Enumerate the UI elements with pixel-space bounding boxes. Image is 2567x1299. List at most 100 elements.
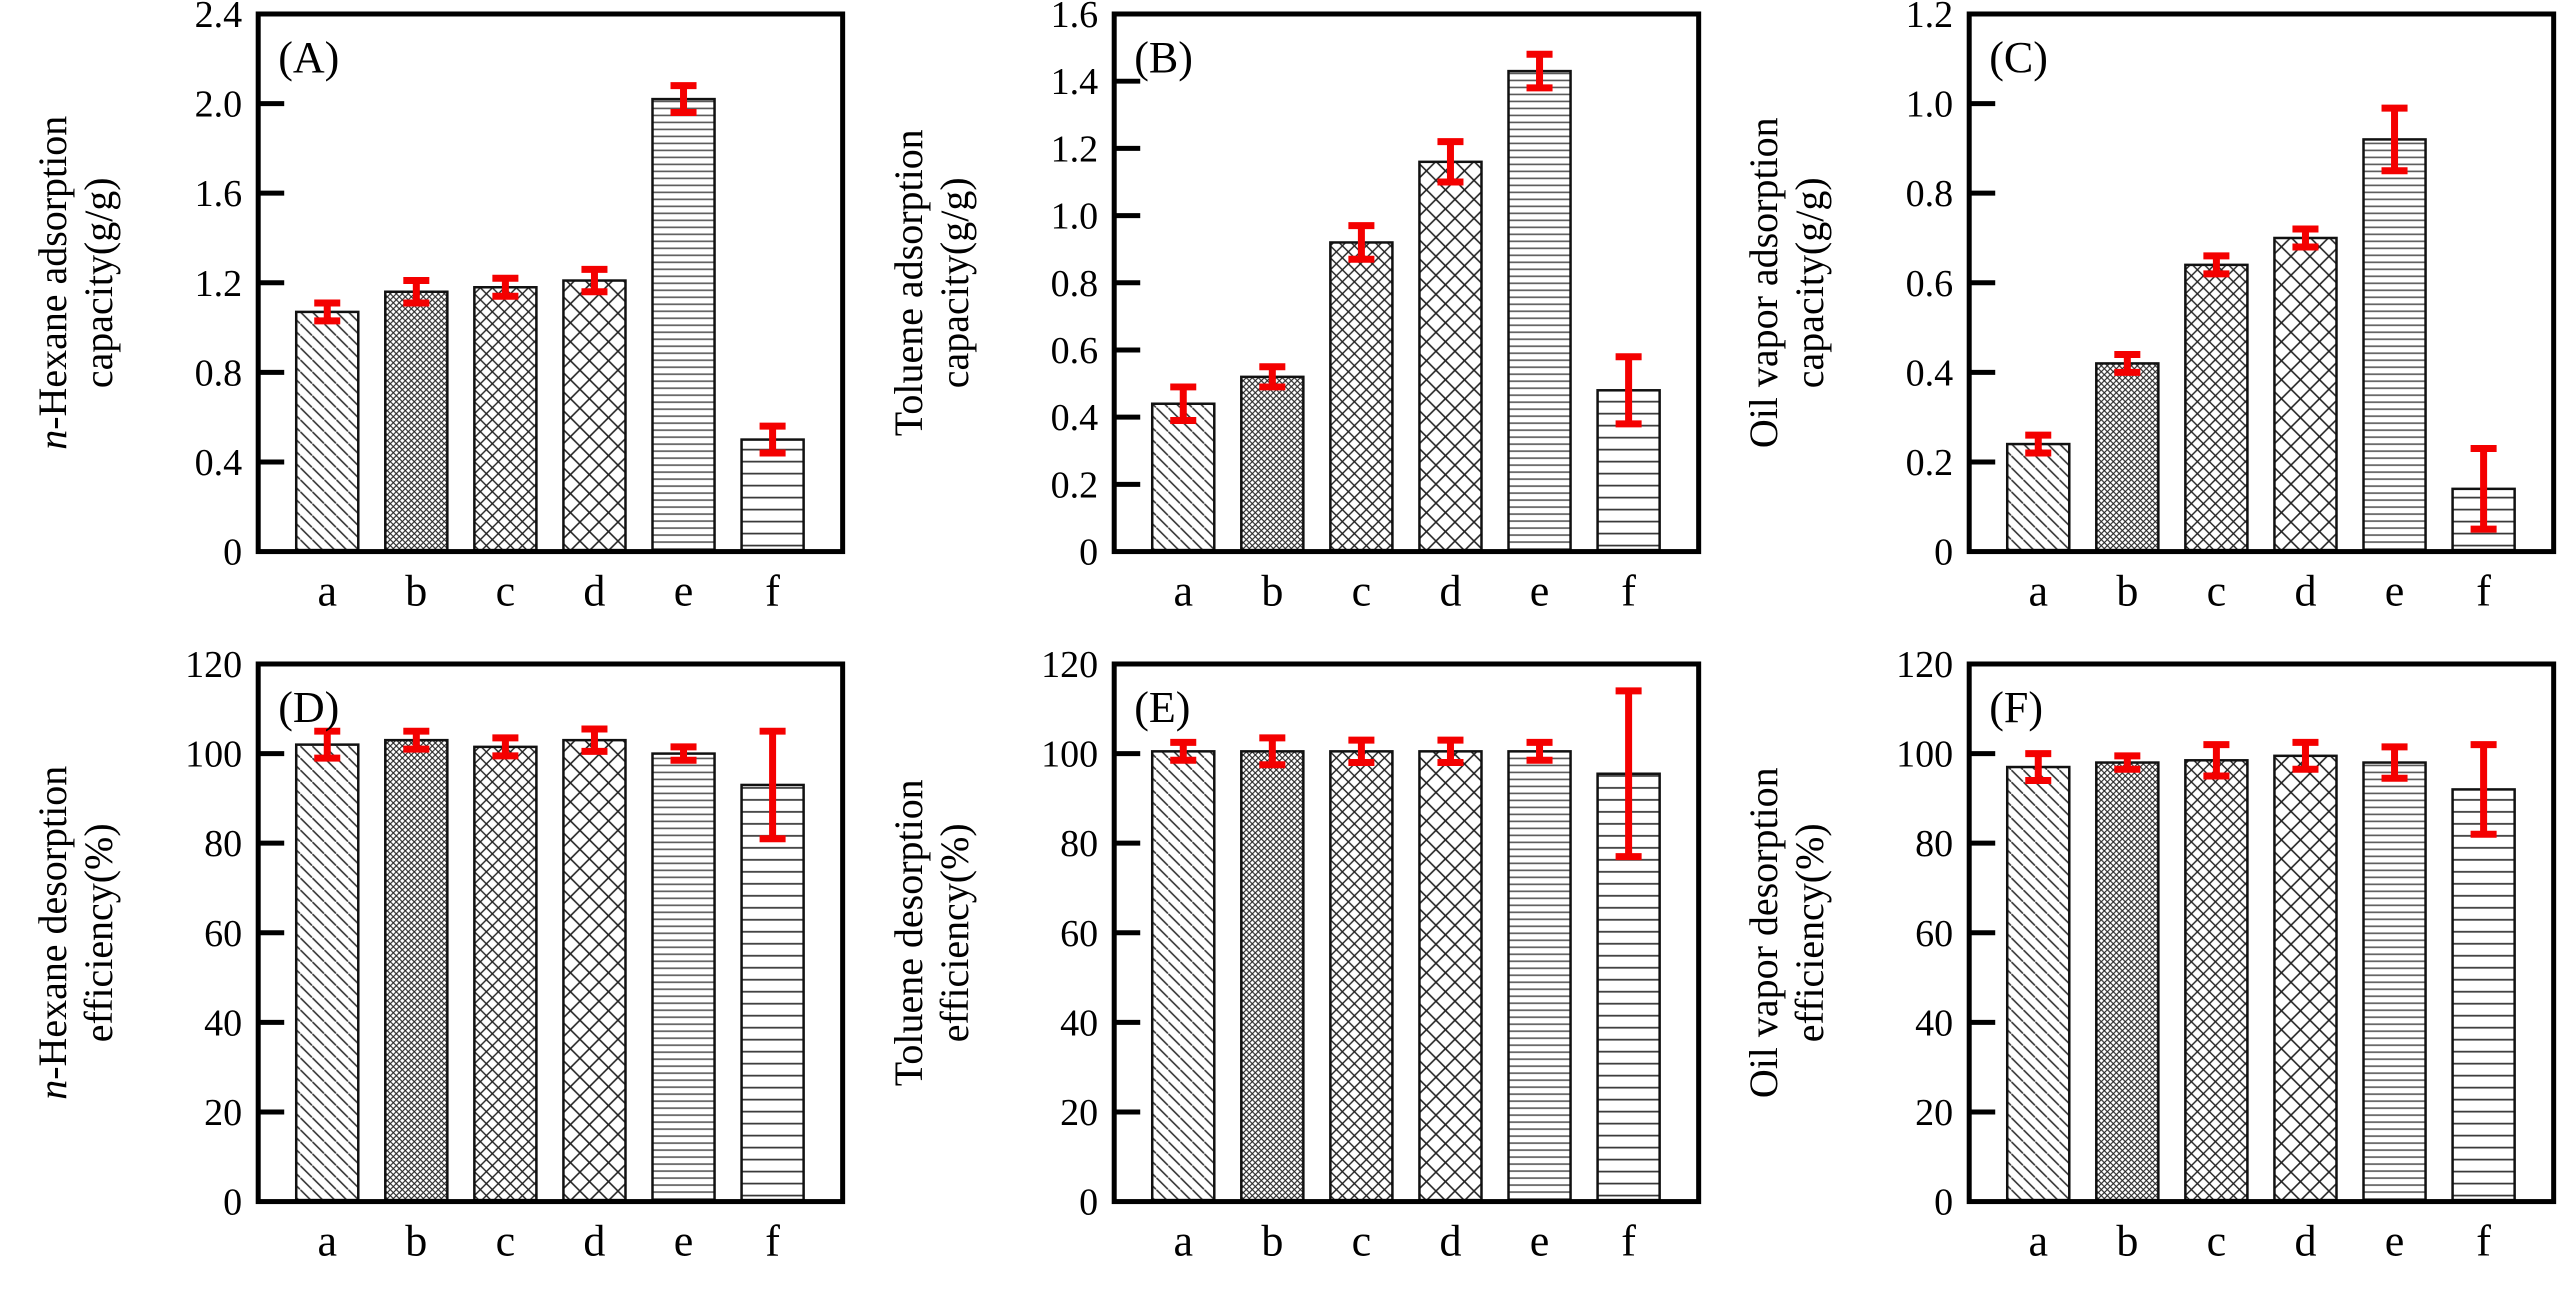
y-tick-label-100: 100 (1041, 733, 1098, 775)
bar-b (1239, 749, 1305, 1201)
bar-a (2006, 765, 2071, 1201)
y-tick-label-2.4: 2.4 (195, 0, 243, 36)
x-tick-label-e: e (1529, 567, 1549, 616)
y-tick-label-80: 80 (1060, 823, 1098, 865)
bar-c (2184, 758, 2250, 1201)
x-tick-label-f: f (1621, 1216, 1636, 1265)
x-tick-label-d: d (1439, 567, 1461, 616)
x-tick-label-d: d (2295, 1216, 2317, 1265)
error-bar-f (759, 727, 786, 842)
panel-label: (C) (1990, 33, 2049, 82)
x-tick-label-d: d (583, 1216, 605, 1265)
panel-A-chart: 00.40.81.21.62.02.4n-Hexane adsorption ca… (30, 0, 846, 616)
y-tick-label-60: 60 (204, 912, 242, 954)
bar-d (562, 738, 627, 1201)
x-tick-label-b: b (2117, 1216, 2139, 1265)
y-tick-label-1.2: 1.2 (1906, 0, 1954, 36)
x-tick-label-b: b (405, 567, 427, 616)
error-bar-f (1615, 686, 1642, 860)
plot-border (1967, 660, 2557, 1204)
y-axis-title-line-2: capacity(g/g) (76, 177, 121, 388)
y-tick-label-0.8: 0.8 (1906, 173, 1954, 215)
x-tick-label-e: e (2385, 567, 2405, 616)
y-tick-label-1: 1.0 (1050, 196, 1098, 238)
y-tick-label-0.2: 0.2 (1050, 464, 1098, 506)
bar-b (2095, 760, 2160, 1201)
x-tick-label-f: f (1621, 567, 1636, 616)
y-tick-label-0: 0 (1935, 532, 1954, 574)
x-tick-label-e: e (2385, 1216, 2405, 1265)
bar-e (1506, 69, 1572, 552)
x-tick-label-f: f (2477, 567, 2492, 616)
bar-a (2006, 442, 2071, 552)
y-tick-label-1.6: 1.6 (1050, 0, 1098, 36)
error-bar-e (1526, 738, 1553, 764)
error-bar-e (670, 82, 697, 117)
y-tick-label-100: 100 (1896, 733, 1953, 775)
x-tick-label-f: f (2477, 1216, 2492, 1265)
bar-b (2095, 362, 2160, 552)
y-axis-title-line-2: efficiency(%) (76, 823, 121, 1042)
y-axis-title-line-1: Toluene adsorption (886, 129, 931, 436)
panel-F-chart: 0 20 40 60 80 100 120 Oil vapor desorption effic… (1741, 650, 2557, 1265)
y-tick-label-100: 100 (185, 733, 242, 775)
bar-e (1506, 749, 1572, 1201)
error-bar-b (2114, 350, 2141, 376)
x-tick-label-b: b (405, 1216, 427, 1265)
bar-e (651, 97, 716, 552)
x-tick-label-b: b (1261, 1216, 1283, 1265)
x-tick-label-c: c (496, 1216, 516, 1265)
error-bar-c (2203, 252, 2230, 278)
y-tick-label-40: 40 (1060, 1002, 1098, 1044)
x-tick-label-e: e (674, 567, 694, 616)
error-bar-c (1348, 222, 1375, 263)
x-tick-label-f: f (765, 567, 780, 616)
plot-border (1111, 11, 1701, 555)
y-tick-label-40: 40 (1915, 1002, 1953, 1044)
panel-label: (E) (1134, 682, 1190, 731)
bar-a (1150, 749, 1216, 1201)
bar-e (2362, 760, 2428, 1201)
panel-label: (A) (278, 33, 339, 82)
bar-d (1417, 749, 1483, 1201)
y-tick-label-1.6: 1.6 (195, 173, 243, 215)
y-tick-label-60: 60 (1915, 912, 1953, 954)
bar-e (651, 751, 716, 1201)
panel-label: (D) (278, 682, 339, 731)
error-bar-d (581, 724, 608, 755)
y-tick-label-1.2: 1.2 (195, 263, 243, 305)
x-tick-label-a: a (2029, 567, 2049, 616)
plot-border (255, 11, 846, 555)
error-bar-a (314, 727, 341, 762)
error-bar-c (492, 733, 519, 759)
y-axis-title-line-1: Toluene desorption (886, 779, 931, 1086)
x-tick-label-a: a (2029, 1216, 2049, 1265)
y-tick-label-0.4: 0.4 (195, 442, 243, 484)
y-tick-label-0: 0 (223, 1181, 242, 1223)
error-bar-b (403, 277, 430, 307)
x-tick-label-a: a (1173, 567, 1193, 616)
error-bar-d (2292, 738, 2319, 773)
error-bar-b (2114, 751, 2141, 773)
y-tick-label-20: 20 (1915, 1091, 1953, 1133)
x-tick-label-b: b (1261, 567, 1283, 616)
x-tick-label-a: a (1173, 1216, 1193, 1265)
y-tick-label-1: 1.0 (1906, 84, 1954, 126)
panel-B-chart: 0 0.2 0.4 0.6 0.8 1.0 1.2 1.4 1.6 Toluene adsorpt… (886, 0, 1701, 616)
bar-c (473, 745, 538, 1201)
error-bar-e (2381, 104, 2408, 175)
y-tick-label-120: 120 (1896, 650, 1953, 686)
y-tick-label-80: 80 (1915, 823, 1953, 865)
bar-d (562, 279, 627, 552)
panel-B: 0 0.2 0.4 0.6 0.8 1.0 1.2 1.4 1.6 Toluene adsorpt… (856, 0, 1712, 650)
bar-c (2184, 263, 2250, 552)
bar-f (740, 783, 805, 1201)
x-tick-label-c: c (1351, 1216, 1371, 1265)
error-bar-d (1437, 736, 1464, 766)
error-bar-e (2381, 742, 2408, 782)
error-bar-d (1437, 138, 1464, 186)
error-bar-d (581, 265, 608, 296)
y-tick-label-20: 20 (204, 1091, 242, 1133)
x-tick-label-c: c (2207, 1216, 2227, 1265)
y-tick-label-120: 120 (1041, 650, 1098, 686)
